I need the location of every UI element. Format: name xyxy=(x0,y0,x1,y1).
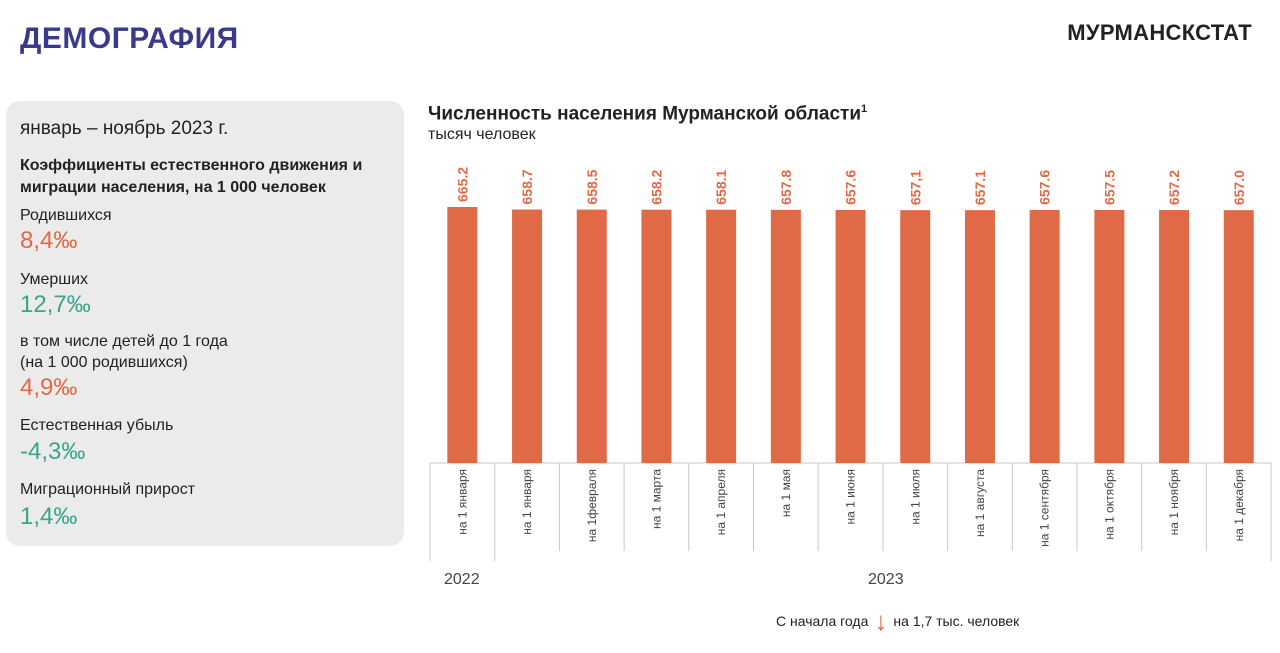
bar xyxy=(706,209,737,463)
bar-value-label: 657,1 xyxy=(907,170,923,205)
bar xyxy=(770,209,801,463)
category-tick-label: на 1 сентября xyxy=(1038,469,1052,547)
page-title: ДЕМОГРАФИЯ xyxy=(20,22,239,55)
metric-label-infant-deaths: в том числе детей до 1 года (на 1 000 ро… xyxy=(20,333,228,371)
chart-title-footnote: 1 xyxy=(861,103,868,115)
metric-label-deaths: Умерших xyxy=(20,271,89,288)
category-tick-label: на 1 августа xyxy=(973,469,987,537)
bar xyxy=(576,209,607,463)
category-tick-label: на 1февраля xyxy=(585,469,599,542)
down-arrow-icon: ↓ xyxy=(874,606,888,636)
coefficients-title: Коэффициенты естественного движения и ми… xyxy=(20,157,363,196)
stats-panel: январь – ноябрь 2023 г. Коэффициенты ест… xyxy=(6,101,404,546)
category-tick-label: на 1 июня xyxy=(844,469,858,524)
bar-value-label: 658.2 xyxy=(648,169,664,204)
chart-title-text: Численность населения Мурманской области xyxy=(428,103,862,125)
bar-value-label: 658.7 xyxy=(519,169,535,204)
bar xyxy=(1159,210,1190,463)
category-tick-label: на 1 мая xyxy=(779,469,793,517)
year-label-2023: 2023 xyxy=(868,571,904,588)
bar xyxy=(447,207,478,463)
bar xyxy=(1223,210,1254,463)
chart-title: Численность населения Мурманской области… xyxy=(428,103,867,125)
bar-value-label: 657.2 xyxy=(1166,170,1182,205)
bar-value-label: 657.0 xyxy=(1231,170,1247,205)
brand-logo: МУРМАНСКСТАТ xyxy=(1067,20,1252,45)
bar-value-label: 657.6 xyxy=(1037,170,1053,205)
metric-value-births: 8,4‰ xyxy=(20,227,78,254)
category-tick-label: на 1 апреля xyxy=(714,469,728,535)
bar xyxy=(1029,209,1060,463)
change-note-prefix: С начала года xyxy=(776,613,869,629)
metric-label-migration: Миграционный прирост xyxy=(20,481,196,498)
bar-value-label: 658.5 xyxy=(584,169,600,204)
metric-value-migration: 1,4‰ xyxy=(20,503,78,530)
category-tick-label: на 1 ноября xyxy=(1167,469,1181,535)
bar-value-label: 657.8 xyxy=(778,170,794,205)
category-tick-label: на 1 января xyxy=(520,469,534,535)
metric-value-deaths: 12,7‰ xyxy=(20,291,91,318)
bar xyxy=(1094,209,1125,463)
change-note: С начала года ↓ на 1,7 тыс. человек xyxy=(776,606,1020,636)
metric-value-natural-decrease: -4,3‰ xyxy=(20,438,86,465)
category-tick-label: на 1 марта xyxy=(649,469,663,529)
bar xyxy=(641,209,672,463)
bar xyxy=(900,210,931,463)
bar xyxy=(512,209,543,463)
category-tick-label: на 1 декабря xyxy=(1232,469,1246,541)
year-label-2022: 2022 xyxy=(444,571,480,588)
metric-label-natural-decrease: Естественная убыль xyxy=(20,417,174,434)
category-tick-label: на 1 января xyxy=(455,469,469,535)
bar-value-label: 658.1 xyxy=(713,169,729,204)
bar xyxy=(835,209,866,463)
bar-value-label: 657.6 xyxy=(843,170,859,205)
bar-value-label: 665.2 xyxy=(454,167,470,202)
chart-unit: тысяч человек xyxy=(428,126,536,143)
bar-value-label: 657.1 xyxy=(972,170,988,205)
bar-value-label: 657.5 xyxy=(1101,170,1117,205)
category-tick-label: на 1 июля xyxy=(908,469,922,525)
period-label: январь – ноябрь 2023 г. xyxy=(20,118,229,139)
metric-value-infant-deaths: 4,9‰ xyxy=(20,374,78,401)
bar xyxy=(964,210,995,463)
change-note-text: на 1,7 тыс. человек xyxy=(893,613,1020,629)
metric-label-births: Родившихся xyxy=(20,207,112,224)
category-tick-label: на 1 октября xyxy=(1102,469,1116,540)
